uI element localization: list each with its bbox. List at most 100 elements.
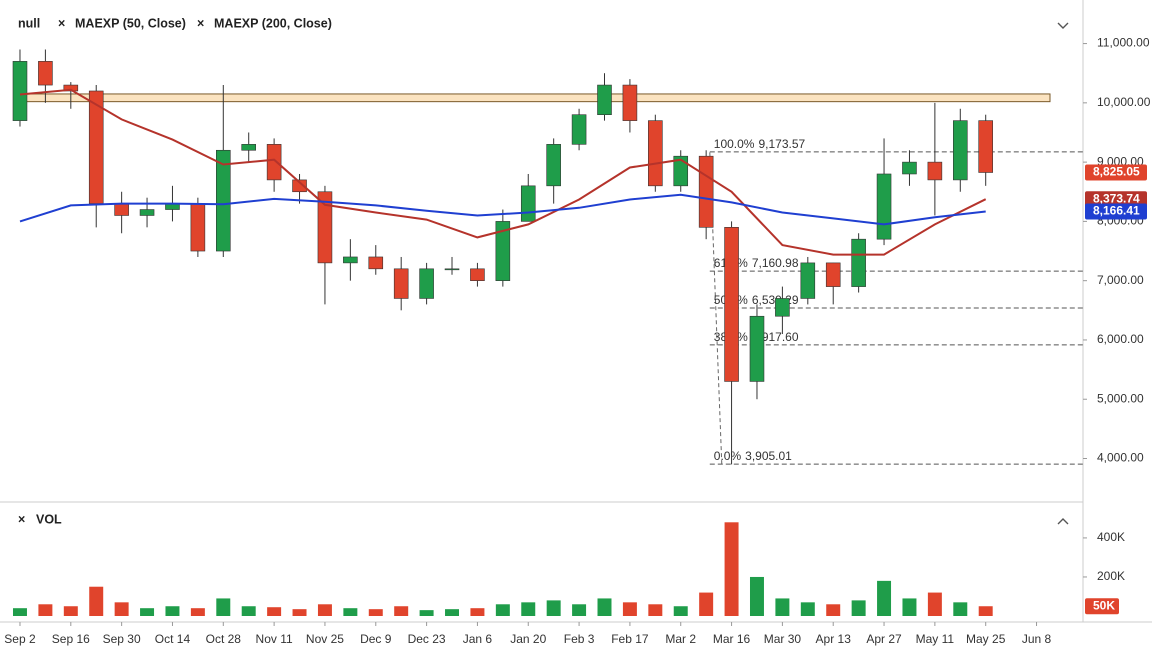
volume-bar — [851, 600, 866, 616]
x-tick-label: Jun 8 — [1022, 632, 1052, 646]
volume-bar — [445, 609, 460, 616]
volume-bar — [749, 576, 764, 616]
last-price-badge — [1085, 164, 1147, 181]
fib-value: 9,173.57 — [758, 137, 805, 151]
volume-bar — [775, 598, 790, 616]
candle-body — [698, 155, 714, 228]
y-tick-label: 4,000.00 — [1097, 451, 1144, 465]
candle-body — [317, 191, 333, 264]
candle-body — [978, 120, 993, 173]
candle-body — [343, 256, 358, 264]
x-tick-label: Dec 9 — [360, 632, 392, 646]
volume-bar — [699, 592, 714, 616]
volume-bar — [317, 604, 332, 616]
volume-bar — [190, 608, 205, 616]
collapse-icon[interactable] — [1057, 22, 1069, 29]
legend-ma50[interactable]: MAEXP (50, Close) — [75, 16, 186, 30]
volume-bar — [927, 592, 942, 616]
volume-bar — [546, 600, 561, 616]
candle-body — [38, 61, 53, 86]
legend-close-icon[interactable]: × — [58, 16, 65, 30]
volume-bar — [38, 604, 53, 616]
candle-body — [419, 268, 434, 299]
fib-label: 0.0% 3,905.01 — [714, 449, 792, 463]
ma-badge — [1085, 203, 1147, 220]
volume-bar — [165, 606, 180, 616]
collapse-icon[interactable] — [1057, 518, 1069, 525]
candle-body — [724, 227, 739, 382]
candle-body — [927, 161, 943, 181]
legend-close-icon[interactable]: × — [18, 512, 25, 526]
volume-bar — [140, 608, 155, 616]
x-tick-label: Feb 17 — [611, 632, 649, 646]
x-tick-label: Mar 2 — [665, 632, 696, 646]
y-tick-label: 6,000.00 — [1097, 332, 1144, 346]
y-tick-label: 200K — [1097, 569, 1125, 583]
candle-body — [63, 84, 79, 92]
volume-bar — [114, 602, 129, 616]
candle-body — [393, 268, 409, 299]
ma-badge — [1085, 191, 1147, 208]
fib-value: 3,905.01 — [745, 449, 792, 463]
x-tick-label: May 25 — [966, 632, 1006, 646]
volume-bar — [216, 598, 231, 616]
volume-bar — [267, 607, 282, 616]
volume-label[interactable]: VOL — [36, 512, 62, 526]
candle-body — [571, 114, 587, 145]
x-tick-label: Mar 16 — [713, 632, 751, 646]
legend-close-icon[interactable]: × — [197, 16, 204, 30]
candle-body — [876, 173, 892, 240]
candle-body — [266, 144, 282, 181]
ma-badge-text: 8,373.74 — [1093, 191, 1140, 205]
candle-body — [775, 298, 790, 317]
volume-bar — [597, 598, 612, 616]
candle-body — [800, 262, 816, 299]
volume-bar — [800, 602, 815, 616]
y-tick-label: 400K — [1097, 530, 1125, 544]
x-tick-label: Sep 30 — [103, 632, 141, 646]
candle-body — [190, 203, 206, 252]
x-tick-label: Jan 20 — [510, 632, 546, 646]
candle-body — [139, 209, 155, 216]
candle-body — [749, 315, 765, 382]
volume-bar — [673, 606, 688, 616]
legend-ma200[interactable]: MAEXP (200, Close) — [214, 16, 332, 30]
legend: null × MAEXP (50, Close) × MAEXP (200, C… — [18, 16, 332, 526]
candle-body — [12, 61, 28, 121]
volume-bar — [521, 602, 536, 616]
legend-main[interactable]: null — [18, 16, 40, 30]
y-tick-label: 11,000.00 — [1097, 36, 1150, 50]
candle-body — [597, 84, 612, 115]
candle-body — [114, 203, 129, 216]
x-tick-label: Sep 2 — [4, 632, 36, 646]
volume-bar — [826, 604, 841, 616]
volume-bar — [241, 606, 256, 616]
candle-body — [648, 120, 663, 187]
volume-bar — [724, 522, 739, 616]
x-tick-label: Mar 30 — [764, 632, 802, 646]
x-tick-label: Nov 11 — [256, 632, 293, 646]
volume-bar — [495, 604, 510, 616]
resistance-zone — [21, 93, 1051, 103]
candle-body — [851, 238, 866, 287]
volume-bar — [953, 602, 968, 616]
candle-body — [216, 149, 231, 252]
x-tick-label: Sep 16 — [52, 632, 90, 646]
volume-bar — [63, 606, 78, 616]
x-tick-label: Dec 23 — [408, 632, 446, 646]
candle-body — [495, 221, 511, 281]
volume-bar — [572, 604, 587, 616]
candle-body — [444, 268, 460, 271]
volume-bar — [877, 580, 892, 616]
ma-line — [19, 88, 987, 256]
candle-body — [952, 120, 968, 181]
x-tick-label: May 11 — [916, 632, 955, 646]
x-tick-label: Oct 14 — [155, 632, 191, 646]
candle-body — [241, 144, 256, 151]
volume-bar — [902, 598, 917, 616]
candle-body — [368, 256, 384, 270]
volume-bar — [89, 586, 104, 616]
x-tick-label: Feb 3 — [564, 632, 595, 646]
volume-bar — [622, 602, 637, 616]
